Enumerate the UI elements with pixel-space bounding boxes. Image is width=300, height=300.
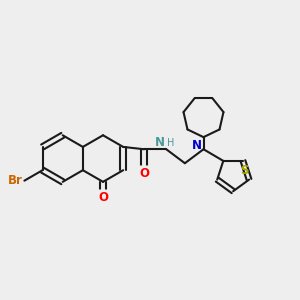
Text: N: N bbox=[155, 136, 165, 148]
Text: H: H bbox=[167, 137, 174, 148]
Text: O: O bbox=[98, 191, 108, 204]
Text: O: O bbox=[98, 191, 108, 204]
Text: N: N bbox=[192, 139, 202, 152]
Text: S: S bbox=[240, 164, 248, 177]
Text: O: O bbox=[139, 167, 149, 180]
Text: O: O bbox=[139, 167, 149, 180]
Text: Br: Br bbox=[8, 174, 23, 187]
